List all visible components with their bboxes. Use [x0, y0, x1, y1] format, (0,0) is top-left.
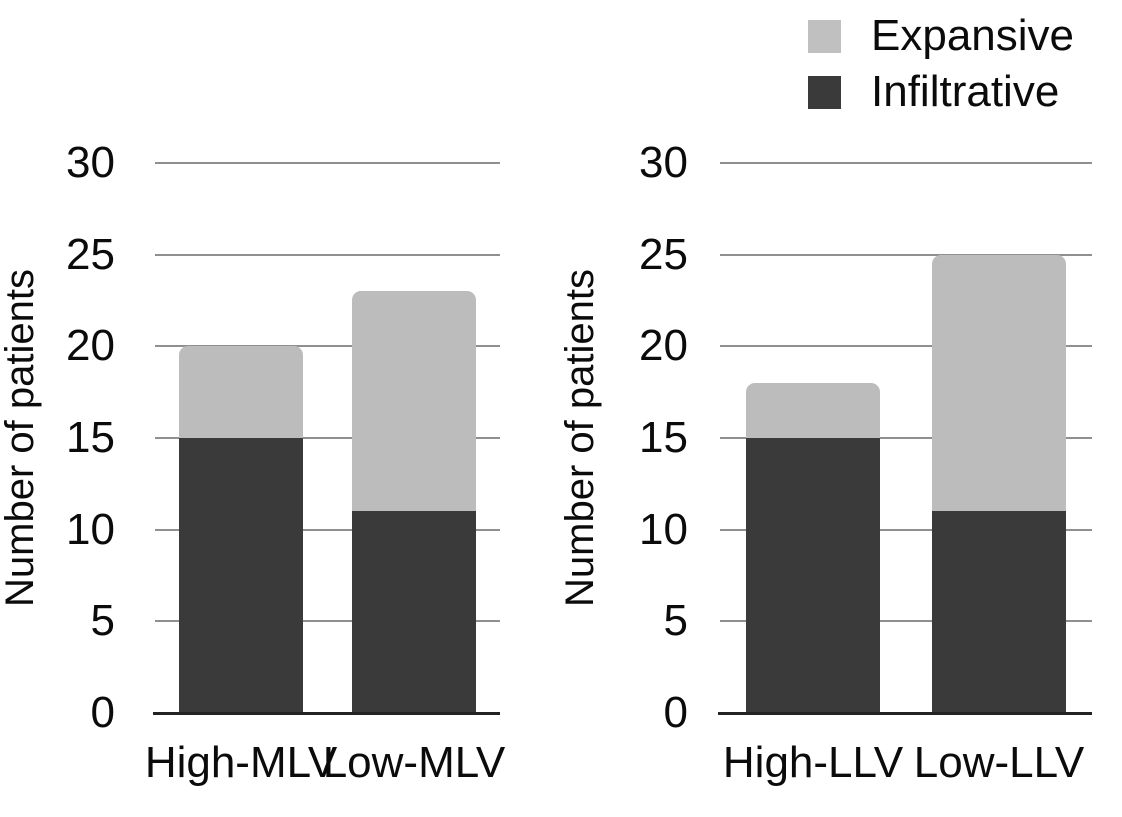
legend-item-expansive: Expansive	[808, 8, 1074, 64]
y-tick-label: 30	[66, 138, 115, 187]
bar-high-llv-expansive	[746, 383, 880, 438]
gridline	[155, 162, 500, 164]
legend: Expansive Infiltrative	[808, 8, 1074, 120]
infiltrative-swatch-icon	[808, 75, 841, 109]
gridline	[155, 253, 500, 256]
y-tick-label: 5	[663, 596, 688, 646]
y-tick-label: 25	[639, 229, 688, 279]
legend-label-expansive: Expansive	[871, 11, 1075, 60]
y-tick-label: 15	[66, 413, 115, 462]
y-tick-label: 0	[90, 688, 115, 737]
y-tick-label: 0	[663, 688, 688, 737]
bar-low-mlv-infiltrative	[352, 511, 476, 713]
gridline	[155, 528, 500, 531]
expansive-swatch-icon	[808, 19, 841, 53]
bar-high-mlv-infiltrative	[179, 438, 303, 713]
gridline	[720, 528, 1092, 531]
y-tick-label: 20	[639, 321, 688, 371]
bar-low-llv-infiltrative	[932, 511, 1066, 713]
gridline	[155, 620, 500, 623]
y-tick-label: 20	[66, 321, 115, 371]
gridline	[720, 620, 1092, 623]
bar-high-llv-infiltrative	[746, 438, 880, 713]
gridline	[720, 162, 1092, 164]
bar-high-mlv-expansive	[179, 346, 303, 438]
y-tick-label: 5	[90, 596, 115, 646]
y-tick-label: 10	[66, 504, 115, 554]
x-category-label: High-LLV	[722, 738, 904, 787]
gridline	[720, 345, 1092, 348]
x-category-label: Low-MLV	[322, 738, 506, 787]
x-category-label: High-MLV	[144, 738, 338, 787]
x-axis-line	[718, 711, 1092, 715]
gridline	[720, 253, 1092, 256]
y-tick-label: 25	[66, 229, 115, 279]
gridline	[155, 345, 500, 348]
x-axis-line	[153, 711, 500, 715]
legend-item-infiltrative: Infiltrative	[808, 64, 1074, 120]
y-tick-label: 10	[639, 504, 688, 554]
gridline	[155, 437, 500, 439]
bar-low-mlv-expansive	[352, 291, 476, 512]
gridline	[720, 437, 1092, 439]
y-tick-label: 15	[639, 413, 688, 462]
bar-low-llv-expansive	[932, 254, 1066, 512]
x-category-label: Low-LLV	[913, 738, 1085, 787]
legend-label-infiltrative: Infiltrative	[871, 67, 1060, 116]
y-tick-label: 30	[639, 138, 688, 187]
